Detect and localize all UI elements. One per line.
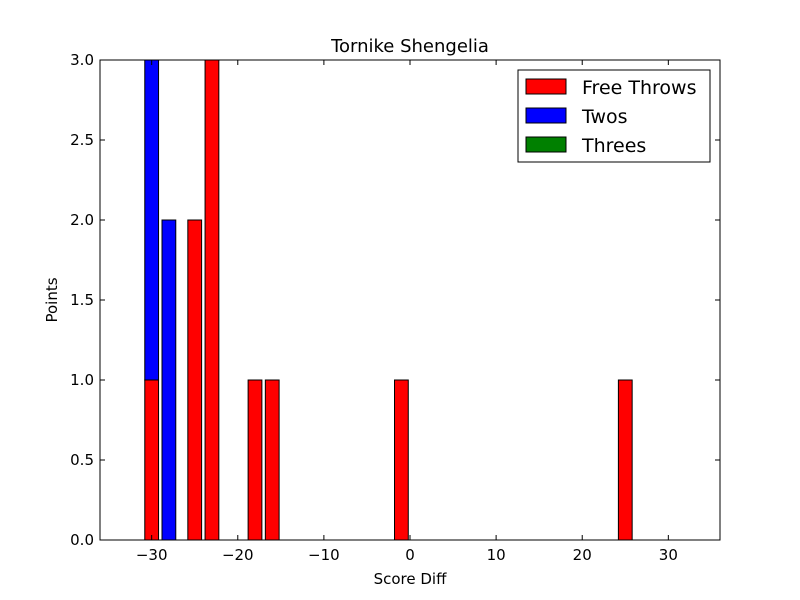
y-tick-label: 3.0 [70,51,94,69]
bar-free-throws [144,379,160,541]
x-tick-label: −20 [222,546,254,564]
bar-twos [144,59,160,381]
legend-label: Twos [581,106,628,128]
legend-swatch-threes [525,136,567,153]
x-tick-label: −10 [308,546,340,564]
y-tick-label: 2.0 [70,211,94,229]
y-axis-label: Points [43,277,61,322]
bar-free-throws [187,219,203,541]
bar-free-throws [264,379,280,541]
bars-layer [144,59,633,541]
y-tick-label: 1.0 [70,371,94,389]
bar-twos [161,219,177,541]
y-tick-label: 1.5 [70,291,94,309]
bar-free-throws [617,379,633,541]
legend-label: Threes [581,135,646,157]
x-tick-label: 30 [659,546,678,564]
x-tick-label: 10 [487,546,506,564]
ticks-layer: −30 −20 −10 0 10 20 30 0.0 0.5 1.0 1.5 2.0 2.5 3.0 [70,51,720,564]
legend: Free Throws Twos Threes [517,69,711,163]
x-tick-label: 20 [573,546,592,564]
x-axis-label: Score Diff [374,570,447,588]
legend-swatch-free-throws [525,78,567,95]
chart-title: Tornike Shengelia [330,36,489,57]
y-tick-label: 0.0 [70,531,94,549]
x-tick-label: 0 [405,546,415,564]
legend-swatch-twos [525,107,567,124]
x-tick-label: −30 [136,546,168,564]
bar-free-throws [204,59,220,541]
y-tick-label: 0.5 [70,451,94,469]
bar-free-throws [247,379,263,541]
legend-label: Free Throws [582,77,696,99]
y-tick-label: 2.5 [70,131,94,149]
bar-free-throws [394,379,409,541]
